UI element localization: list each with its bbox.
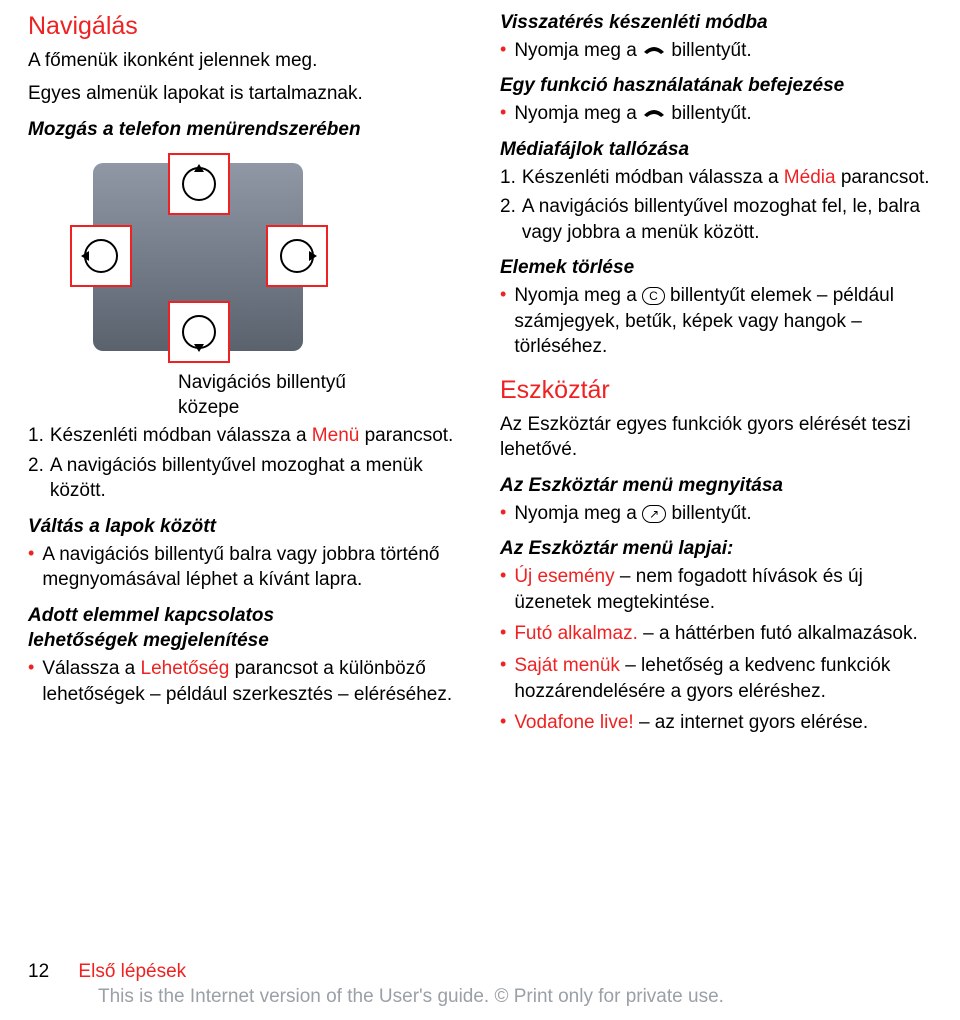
bullet-return: Nyomja meg a billentyűt. xyxy=(514,38,932,64)
bullet-icon: • xyxy=(500,101,506,124)
intro-2: Egyes almenük lapokat is tartalmaznak. xyxy=(28,81,460,107)
nav-title: Navigálás xyxy=(28,10,460,44)
media-step1: Készenléti módban válassza a Média paran… xyxy=(522,165,932,191)
step-1: Készenléti módban válassza a Menü paranc… xyxy=(50,423,460,449)
num-1: 1. xyxy=(28,423,44,449)
page-number: 12 xyxy=(28,961,49,982)
sub-endfunc: Egy funkció használatának befejezése xyxy=(500,73,932,99)
nav-right-icon xyxy=(266,225,328,287)
bullet-delete: Nyomja meg a C billentyűt elemek – példá… xyxy=(514,283,932,360)
sub-delete: Elemek törlése xyxy=(500,255,932,281)
num-2: 2. xyxy=(28,453,44,479)
num-1b: 1. xyxy=(500,165,516,191)
sub-moving: Mozgás a telefon menürendszerében xyxy=(28,117,460,143)
toolbar-title: Eszköztár xyxy=(500,374,932,408)
bullet-tabs: A navigációs billentyű balra vagy jobbra… xyxy=(42,542,460,593)
activity-key-icon: ↗ xyxy=(642,505,666,523)
media-step2: A navigációs billentyűvel mozoghat fel, … xyxy=(522,194,932,245)
sub-tabs: Váltás a lapok között xyxy=(28,514,460,540)
bullet-options: Válassza a Lehetőség parancsot a különbö… xyxy=(42,656,460,707)
intro-1: A főmenük ikonként jelennek meg. xyxy=(28,48,460,74)
li-vodafone: Vodafone live! – az internet gyors eléré… xyxy=(514,710,932,736)
center-label-1: Navigációs billentyű xyxy=(178,372,346,393)
footer-note: This is the Internet version of the User… xyxy=(28,984,932,1010)
nav-left-icon xyxy=(70,225,132,287)
sub-open-toolbar: Az Eszköztár menü megnyitása xyxy=(500,473,932,499)
li-own-menus: Saját menük – lehetőség a kedvenc funkci… xyxy=(514,653,932,704)
nav-up-icon xyxy=(168,153,230,215)
bullet-open-toolbar: Nyomja meg a ↗ billentyűt. xyxy=(514,501,932,527)
bullet-icon: • xyxy=(500,653,506,676)
bullet-icon: • xyxy=(500,621,506,644)
bullet-icon: • xyxy=(500,283,506,306)
bullet-icon: • xyxy=(500,38,506,61)
li-running: Futó alkalmaz. – a háttérben futó alkalm… xyxy=(514,621,932,647)
bullet-endfunc: Nyomja meg a billentyűt. xyxy=(514,101,932,127)
end-key-icon xyxy=(642,38,666,64)
c-key-icon: C xyxy=(642,287,665,305)
bullet-icon: • xyxy=(500,501,506,524)
center-label-2: közepe xyxy=(178,397,239,418)
step-2: A navigációs billentyűvel mozoghat a men… xyxy=(50,453,460,504)
toolbar-intro: Az Eszköztár egyes funkciók gyors elérés… xyxy=(500,412,932,463)
bullet-icon: • xyxy=(500,710,506,733)
bullet-icon: • xyxy=(28,656,34,679)
num-2b: 2. xyxy=(500,194,516,220)
sub-options: Adott elemmel kapcsolatoslehetőségek meg… xyxy=(28,603,460,654)
phone-diagram xyxy=(28,153,388,368)
section-name: Első lépések xyxy=(78,961,186,982)
page-footer: 12 Első lépések This is the Internet ver… xyxy=(28,959,932,1010)
end-key-icon xyxy=(642,101,666,127)
bullet-icon: • xyxy=(28,542,34,565)
nav-down-icon xyxy=(168,301,230,363)
sub-toolbar-tabs: Az Eszköztár menü lapjai: xyxy=(500,536,932,562)
sub-media: Médiafájlok tallózása xyxy=(500,137,932,163)
bullet-icon: • xyxy=(500,564,506,587)
li-new-event: Új esemény – nem fogadott hívások és új … xyxy=(514,564,932,615)
sub-return: Visszatérés készenléti módba xyxy=(500,10,932,36)
